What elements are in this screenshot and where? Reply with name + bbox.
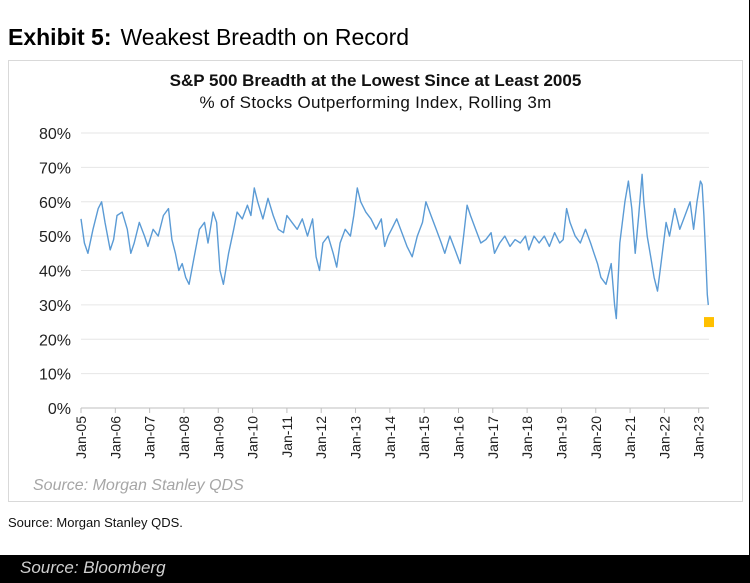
exhibit-title: Exhibit 5: Weakest Breadth on Record <box>8 24 409 51</box>
x-tick-label: Jan-18 <box>519 416 535 459</box>
x-tick-label: Jan-21 <box>622 416 638 459</box>
image-credit: Source: Bloomberg <box>20 558 166 577</box>
x-tick-label: Jan-14 <box>382 416 398 459</box>
y-tick-label: 10% <box>39 367 71 384</box>
x-tick-label: Jan-20 <box>588 416 604 459</box>
x-tick-label: Jan-16 <box>450 416 466 459</box>
x-tick-label: Jan-22 <box>656 416 672 459</box>
chart-source-note: Source: Morgan Stanley QDS <box>33 477 244 494</box>
exhibit-panel: Exhibit 5: Weakest Breadth on Record S&P … <box>0 0 749 555</box>
x-tick-label: Jan-12 <box>313 416 329 459</box>
breadth-line-chart: 0% 10% 20% 30% 40% 50% 60% 70% 80% Jan-05 Jan-06 Ja… <box>39 126 714 459</box>
y-tick-label: 30% <box>39 298 71 315</box>
y-tick-label: 80% <box>39 126 71 143</box>
exhibit-label: Exhibit 5: <box>8 24 112 50</box>
y-tick-label: 40% <box>39 264 71 281</box>
x-tick-label: Jan-09 <box>210 416 226 459</box>
breadth-series-line <box>80 173 709 320</box>
y-tick-label: 60% <box>39 195 71 212</box>
x-tick-label: Jan-15 <box>416 416 432 459</box>
chart-container: S&P 500 Breadth at the Lowest Since at L… <box>8 60 743 502</box>
x-tick-label: Jan-11 <box>279 416 295 458</box>
x-tick-label: Jan-06 <box>107 416 123 459</box>
x-tick-label: Jan-08 <box>176 416 192 459</box>
chart-title: S&P 500 Breadth at the Lowest Since at L… <box>169 71 582 90</box>
x-tick-label: Jan-19 <box>553 416 569 459</box>
x-tick-label: Jan-17 <box>485 416 501 459</box>
y-tick-label: 50% <box>39 229 71 246</box>
x-tick-label: Jan-05 <box>73 416 89 459</box>
x-tick-label: Jan-10 <box>245 416 261 459</box>
chart-subtitle: % of Stocks Outperforming Index, Rolling… <box>199 93 552 112</box>
footer-source: Source: Morgan Stanley QDS. <box>8 515 183 530</box>
x-tick-label: Jan-13 <box>348 416 364 459</box>
exhibit-heading: Weakest Breadth on Record <box>120 24 410 50</box>
x-tick-label: Jan-23 <box>691 416 707 459</box>
latest-value-marker <box>704 317 714 328</box>
x-tick-label: Jan-07 <box>142 416 158 459</box>
y-tick-label: 70% <box>39 160 71 177</box>
y-tick-label: 0% <box>48 401 71 418</box>
y-tick-label: 20% <box>39 332 71 349</box>
